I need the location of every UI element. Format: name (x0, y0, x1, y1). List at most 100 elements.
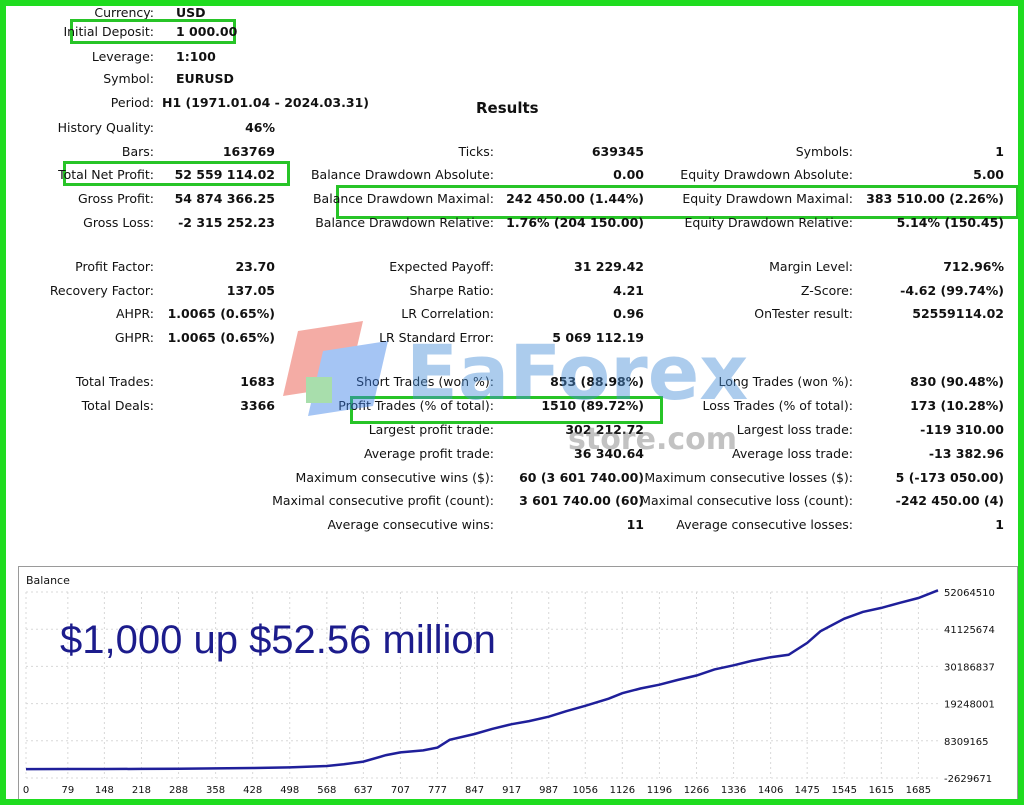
results-title: Results (476, 99, 539, 117)
history-quality-value: 46% (245, 120, 275, 135)
gross-profit-value: 54 874 366.25 (174, 191, 275, 206)
x-tick-label: 987 (539, 785, 558, 796)
history-quality-label: History Quality: (57, 120, 154, 135)
largest-loss-label: Largest loss trade: (736, 422, 853, 437)
margin-level-label: Margin Level: (769, 259, 853, 274)
recovery-factor-label: Recovery Factor: (49, 283, 154, 298)
sharpe-ratio-label: Sharpe Ratio: (409, 283, 494, 298)
drawdown-maximal-highlight (336, 185, 1018, 219)
profit-trades-label: Profit Trades (% of total): (338, 398, 494, 413)
x-tick-label: 1126 (610, 785, 635, 796)
avg-profit-label: Average profit trade: (363, 446, 494, 461)
avg-consec-losses-value: 1 (995, 517, 1004, 532)
total-deals-value: 3366 (240, 398, 275, 413)
max-consec-losses-value: 5 (-173 050.00) (895, 470, 1004, 485)
bars-value: 163769 (222, 144, 275, 159)
avg-consec-wins-value: 11 (626, 517, 644, 532)
gross-profit-label: Gross Profit: (77, 191, 154, 206)
chart-caption: $1,000 up $52.56 million (60, 618, 496, 662)
equity-dd-max-value: 383 510.00 (2.26%) (866, 191, 1004, 206)
balance-dd-abs-value: 0.00 (613, 167, 644, 182)
maximal-consec-profit-label: Maximal consecutive profit (count): (272, 493, 494, 508)
equity-dd-rel-label: Equity Drawdown Relative: (684, 215, 853, 230)
lr-correlation-value: 0.96 (613, 306, 644, 321)
y-tick-label: -2629671 (944, 774, 992, 785)
x-tick-label: 847 (465, 785, 484, 796)
balance-chart: Balance 0 79 148 218 288 358 428 498 568 637 707 77… (18, 566, 1018, 799)
long-trades-value: 830 (90.48%) (910, 374, 1004, 389)
x-tick-label: 358 (206, 785, 225, 796)
symbol-label: Symbol: (103, 71, 154, 86)
avg-profit-value: 36 340.64 (574, 446, 644, 461)
x-tick-label: 218 (132, 785, 151, 796)
equity-dd-abs-label: Equity Drawdown Absolute: (680, 167, 853, 182)
ghpr-label: GHPR: (114, 330, 154, 345)
x-axis-ticks: 0 79 148 218 288 358 428 498 568 637 707 777 847 917 9… (23, 785, 931, 796)
z-score-label: Z-Score: (800, 283, 853, 298)
x-tick-label: 0 (23, 785, 29, 796)
max-consec-losses-label: Maximum consecutive losses ($): (644, 470, 853, 485)
y-tick-label: 41125674 (944, 625, 995, 636)
ahpr-label: AHPR: (115, 306, 154, 321)
avg-consec-wins-label: Average consecutive wins: (327, 517, 494, 532)
x-tick-label: 148 (95, 785, 114, 796)
symbol-value: EURUSD (176, 71, 234, 86)
avg-loss-label: Average loss trade: (732, 446, 853, 461)
currency-label: Currency: (94, 5, 154, 20)
long-trades-label: Long Trades (won %): (718, 374, 853, 389)
short-trades-value: 853 (88.98%) (550, 374, 644, 389)
max-consec-wins-value: 60 (3 601 740.00) (519, 470, 644, 485)
ahpr-value: 1.0065 (0.65%) (167, 306, 275, 321)
gross-loss-label: Gross Loss: (83, 215, 154, 230)
profit-trades-value: 1510 (89.72%) (541, 398, 644, 413)
period-label: Period: (110, 95, 154, 110)
profit-factor-value: 23.70 (235, 259, 275, 274)
leverage-label: Leverage: (91, 49, 154, 64)
x-tick-label: 777 (428, 785, 447, 796)
maximal-consec-loss-value: -242 450.00 (4) (895, 493, 1004, 508)
x-tick-label: 568 (317, 785, 336, 796)
initial-deposit-value: 1 000.00 (176, 24, 238, 39)
chart-title: Balance (26, 574, 70, 587)
y-tick-label: 52064510 (944, 588, 995, 599)
total-trades-value: 1683 (240, 374, 275, 389)
chart-grid (25, 591, 938, 779)
total-net-profit-label: Total Net Profit: (58, 167, 154, 182)
expected-payoff-label: Expected Payoff: (389, 259, 494, 274)
balance-series-line (25, 589, 939, 771)
max-consec-wins-label: Maximum consecutive wins ($): (295, 470, 494, 485)
x-tick-label: 1545 (832, 785, 857, 796)
x-tick-label: 1685 (906, 785, 931, 796)
symbols-value: 1 (995, 144, 1004, 159)
equity-dd-rel-value: 5.14% (150.45) (896, 215, 1004, 230)
balance-dd-rel-value: 1.76% (204 150.00) (506, 215, 644, 230)
maximal-consec-loss-label: Maximal consecutive loss (count): (640, 493, 853, 508)
y-tick-label: 8309165 (944, 737, 989, 748)
balance-dd-rel-label: Balance Drawdown Relative: (315, 215, 494, 230)
recovery-factor-value: 137.05 (226, 283, 275, 298)
maximal-consec-profit-value: 3 601 740.00 (60) (519, 493, 644, 508)
x-tick-label: 707 (391, 785, 410, 796)
symbols-label: Symbols: (795, 144, 853, 159)
avg-loss-value: -13 382.96 (928, 446, 1004, 461)
ontester-value: 52559114.02 (912, 306, 1004, 321)
ticks-value: 639345 (591, 144, 644, 159)
profit-trades-highlight (350, 396, 663, 424)
y-tick-label: 19248001 (944, 700, 995, 711)
largest-profit-label: Largest profit trade: (368, 422, 494, 437)
ticks-label: Ticks: (458, 144, 494, 159)
currency-value: USD (176, 5, 206, 20)
total-trades-label: Total Trades: (75, 374, 154, 389)
x-tick-label: 1266 (684, 785, 709, 796)
ontester-label: OnTester result: (754, 306, 853, 321)
chart-border (18, 566, 1018, 799)
largest-loss-value: -119 310.00 (920, 422, 1004, 437)
x-tick-label: 1475 (794, 785, 819, 796)
x-tick-label: 288 (169, 785, 188, 796)
lr-std-error-label: LR Standard Error: (379, 330, 494, 345)
y-tick-label: 30186837 (944, 662, 995, 673)
short-trades-label: Short Trades (won %): (356, 374, 494, 389)
x-tick-label: 79 (61, 785, 74, 796)
initial-deposit-label: Initial Deposit: (63, 24, 154, 39)
